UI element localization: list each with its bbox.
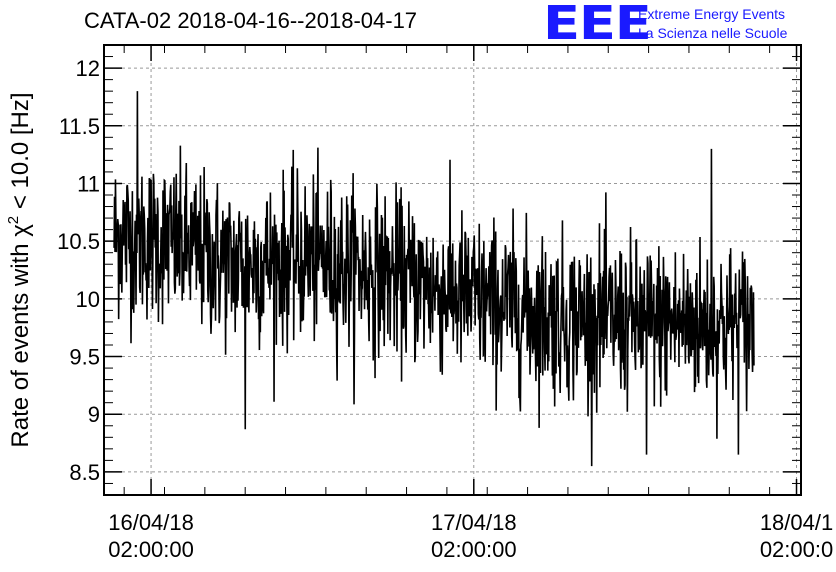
y-tick-label: 9.5 [69, 345, 100, 370]
x-tick-label-date: 18/04/1 [760, 510, 833, 535]
logo-letters: EEE [543, 0, 652, 50]
y-label-text: Rate of events with [7, 237, 34, 448]
x-tick-label-time: 02:00:00 [431, 537, 517, 562]
plot-frame [103, 44, 802, 496]
y-tick-label: 12 [76, 56, 100, 81]
y-tick-label: 8.5 [69, 460, 100, 485]
y-tick-label: 11 [77, 171, 100, 196]
x-tick-label-date: 17/04/18 [431, 510, 517, 535]
logo-line-1: Extreme Energy Events [638, 6, 786, 22]
x-tick-label-time: 02:00:0 [760, 537, 833, 562]
chart-title: CATA-02 2018-04-16--2018-04-17 [84, 8, 418, 33]
y-label-text-end: < 10.0 [Hz] [7, 92, 34, 215]
y-tick-label: 10 [76, 287, 100, 312]
y-tick-label: 11.5 [59, 114, 100, 139]
y-label-chi: χ [7, 224, 34, 237]
x-axis: 16/04/1802:00:0017/04/1802:00:0018/04/10… [108, 45, 833, 562]
grid [104, 45, 801, 495]
y-tick-label: 9 [88, 402, 100, 427]
y-axis-label: Rate of events with χ2 < 10.0 [Hz] [5, 92, 34, 447]
eee-logo: EEE Extreme Energy Events La Scienza nel… [543, 0, 833, 50]
series-line [113, 91, 755, 467]
y-label-superscript: 2 [5, 216, 22, 224]
x-tick-label-time: 02:00:00 [108, 537, 194, 562]
y-tick-label: 10.5 [57, 229, 100, 254]
logo-line-2: La Scienza nelle Scuole [638, 25, 788, 41]
series-group [113, 91, 755, 467]
y-axis: 8.5 9 9.5 10 10.5 11 11.5 12 [57, 44, 801, 496]
x-tick-label-date: 16/04/18 [108, 510, 194, 535]
